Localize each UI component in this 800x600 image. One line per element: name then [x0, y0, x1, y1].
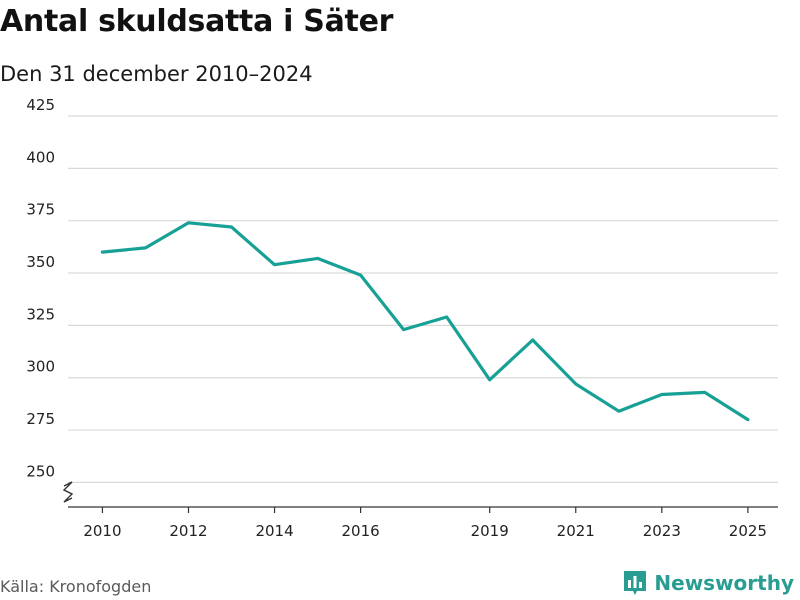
- axis-break-mark: [62, 481, 74, 503]
- y-tick-label: 425: [26, 96, 55, 114]
- y-tick-label: 300: [26, 358, 55, 376]
- y-tick-label: 325: [26, 305, 55, 323]
- x-tick-label: 2012: [169, 522, 207, 540]
- y-tick-label: 350: [26, 253, 55, 271]
- brand-logo: Newsworthy: [622, 569, 794, 597]
- brand-name: Newsworthy: [654, 571, 794, 595]
- x-tick-label: 2025: [729, 522, 767, 540]
- y-tick-label: 375: [26, 201, 55, 219]
- series-line-0: [100, 221, 750, 422]
- chart-title: Antal skuldsatta i Säter: [0, 4, 394, 39]
- y-tick-label: 275: [26, 410, 55, 428]
- x-tick-label: 2023: [643, 522, 681, 540]
- chart-subtitle: Den 31 december 2010–2024: [0, 62, 313, 86]
- x-tick-label: 2016: [342, 522, 380, 540]
- newsworthy-bar-chart-icon: [624, 571, 647, 595]
- x-tick-label: 2010: [83, 522, 121, 540]
- y-tick-label: 250: [26, 462, 55, 480]
- grid-lines: [68, 115, 778, 483]
- x-axis-ticks: 2010 2012 2014 2016 2019 2021 2023 2025: [83, 507, 767, 540]
- x-tick-label: 2019: [471, 522, 509, 540]
- y-tick-label: 400: [26, 148, 55, 166]
- x-tick-label: 2014: [255, 522, 293, 540]
- y-axis-ticks: 250 275 300 325 350 375 400 425: [26, 96, 55, 480]
- x-axis: [62, 481, 778, 508]
- source-note: Källa: Kronofogden: [0, 577, 152, 596]
- x-tick-label: 2021: [557, 522, 595, 540]
- series-layer: [100, 221, 750, 422]
